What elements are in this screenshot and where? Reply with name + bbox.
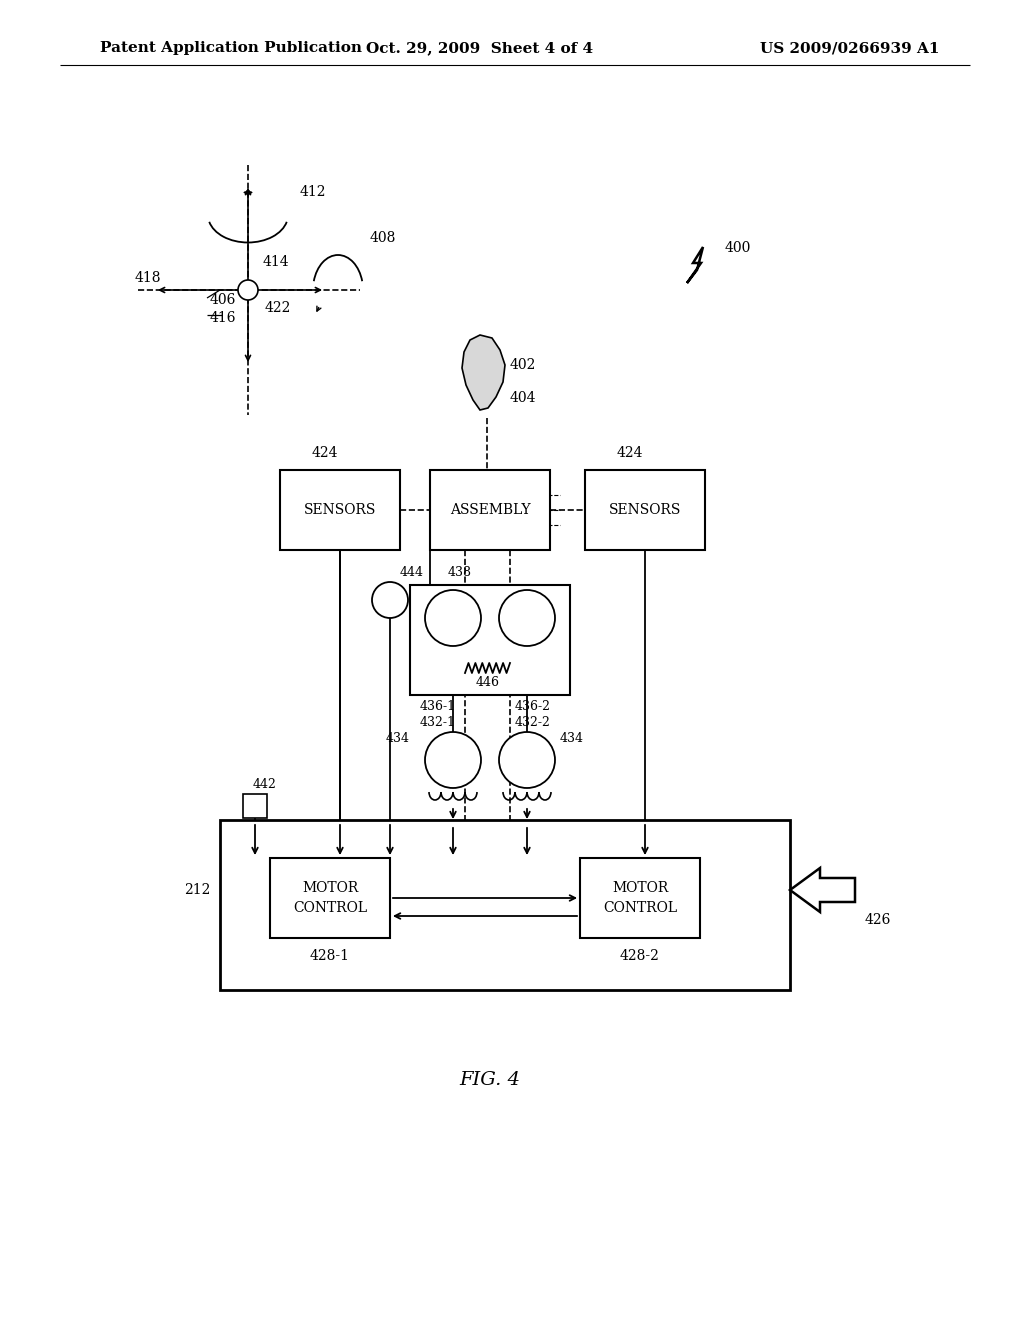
Text: Oct. 29, 2009  Sheet 4 of 4: Oct. 29, 2009 Sheet 4 of 4 (367, 41, 594, 55)
Bar (220, 820, 790, 990)
Text: 432-2: 432-2 (515, 715, 551, 729)
Text: G: G (446, 611, 459, 624)
Text: G: G (521, 611, 534, 624)
Text: 444: 444 (400, 565, 424, 578)
Polygon shape (462, 335, 505, 411)
Text: 406: 406 (210, 293, 237, 308)
Text: 436-1: 436-1 (420, 700, 456, 713)
Text: ASSEMBLY: ASSEMBLY (450, 503, 530, 517)
Text: 212: 212 (183, 883, 210, 898)
Text: 408: 408 (370, 231, 396, 246)
Circle shape (372, 582, 408, 618)
Text: 424: 424 (616, 446, 643, 459)
Text: 400: 400 (725, 242, 752, 255)
Text: M: M (519, 752, 535, 767)
Text: 434: 434 (560, 731, 584, 744)
Text: 434: 434 (386, 731, 410, 744)
Text: CONTROL: CONTROL (293, 902, 367, 915)
Text: 422: 422 (265, 301, 292, 315)
Circle shape (499, 590, 555, 645)
Bar (430, 470, 550, 550)
Circle shape (425, 590, 481, 645)
Text: 424: 424 (311, 446, 338, 459)
Text: SENSORS: SENSORS (304, 503, 376, 517)
Circle shape (499, 733, 555, 788)
Text: M: M (445, 752, 461, 767)
Text: 402: 402 (510, 358, 537, 372)
Text: 432-1: 432-1 (420, 715, 456, 729)
Text: 414: 414 (263, 255, 290, 269)
Bar (243, 795, 267, 818)
Bar (585, 470, 705, 550)
Text: 436-2: 436-2 (515, 700, 551, 713)
Circle shape (238, 280, 258, 300)
Bar (410, 585, 570, 696)
Text: 404: 404 (510, 391, 537, 405)
Text: 426: 426 (865, 913, 891, 927)
Text: Patent Application Publication: Patent Application Publication (100, 41, 362, 55)
Text: 428-1: 428-1 (310, 949, 350, 964)
Text: 428-2: 428-2 (621, 949, 659, 964)
Text: SENSORS: SENSORS (609, 503, 681, 517)
Text: MOTOR: MOTOR (302, 880, 358, 895)
Text: S: S (385, 593, 394, 607)
Text: US 2009/0266939 A1: US 2009/0266939 A1 (761, 41, 940, 55)
Text: CONTROL: CONTROL (603, 902, 677, 915)
Text: 412: 412 (300, 185, 327, 199)
Bar (580, 858, 700, 939)
Bar (270, 858, 390, 939)
Text: FIG. 4: FIG. 4 (460, 1071, 520, 1089)
Text: MOTOR: MOTOR (612, 880, 668, 895)
Bar (280, 470, 400, 550)
Text: 438: 438 (449, 565, 472, 578)
Text: 442: 442 (253, 777, 276, 791)
Circle shape (425, 733, 481, 788)
Text: 418: 418 (135, 271, 162, 285)
Text: 446: 446 (476, 676, 500, 689)
Text: 416: 416 (210, 312, 237, 325)
